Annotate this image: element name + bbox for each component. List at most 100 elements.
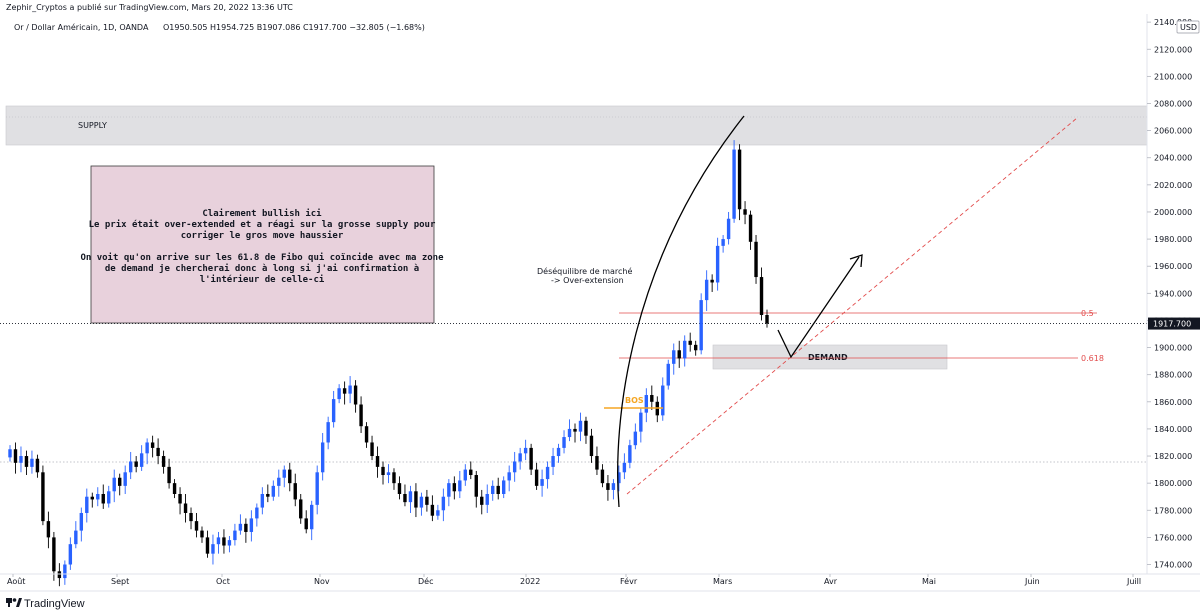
candle-bullish [556,447,561,457]
candle-bearish [156,447,160,457]
trend-line[interactable] [626,117,1078,495]
time-tick-label: Févr [620,576,638,586]
candle-bearish [529,447,533,470]
price-tick-label: 1880.000 [1154,371,1192,380]
candle-bullish [419,496,424,508]
analysis-note[interactable] [90,165,435,324]
candle-bullish [216,537,221,545]
candle-bearish [353,385,358,405]
candle-bullish [271,485,276,497]
candle-bearish [595,456,599,470]
candle-bearish [150,442,155,448]
candle-bearish [584,420,588,436]
candle-bearish [57,571,62,579]
candle-bearish [474,475,478,497]
candle-bearish [375,456,380,467]
candle-bullish [518,453,522,462]
candle-bullish [644,395,649,413]
fib-0.618-label: 0.618 [1081,354,1104,363]
candle-bullish [348,385,352,394]
candle-bearish [299,499,303,519]
candle-bearish [52,537,56,572]
candle-bullish [123,472,127,486]
time-tick-label: 2022 [520,577,540,586]
candle-bullish [507,472,511,481]
analysis-note-line: l'intérieur de celle-ci [200,274,325,285]
currency-label: USD [1180,23,1197,32]
candle-bearish [710,279,714,283]
demand-zone[interactable] [712,344,948,370]
projection-arrow[interactable] [777,256,860,359]
time-tick-label: Avr [824,577,838,586]
candle-bullish [107,491,111,504]
candle-bullish [666,363,670,386]
price-tick-label: 1740.000 [1154,561,1192,570]
candle-bearish [13,449,18,463]
candle-bearish [600,469,605,484]
candle-bullish [85,496,89,513]
candle-bearish [589,435,594,457]
price-axis[interactable]: 1740.000 1760.000 1780.000 1800.000 1820.000… [1147,18,1192,570]
imbalance-curve[interactable] [617,115,745,508]
candle-bullish [211,544,215,554]
candle-bearish [266,494,270,497]
time-tick-label: Mars [713,577,732,586]
candle-bullish [320,442,325,473]
candle-bullish [501,480,506,494]
candle-bullish [30,458,34,467]
candle-bearish [759,277,764,316]
candle-bearish [222,537,226,546]
candle-bullish [491,485,495,494]
candle-bearish [381,466,385,476]
time-tick-label: Août [7,577,25,586]
candle-bearish [469,469,473,476]
candle-bearish [650,395,654,402]
candle-bullish [540,479,544,486]
candle-bullish [441,496,446,511]
currency-badge[interactable] [1176,20,1200,34]
price-tick-label: 1940.000 [1154,289,1192,298]
price-tick-label: 1840.000 [1154,425,1192,434]
last-price-tag [1148,317,1200,330]
time-tick-label: Sept [111,577,129,586]
candle-bullish [611,483,616,490]
candle-bullish [315,472,319,505]
candle-bearish [748,214,753,242]
supply-zone[interactable] [5,105,1148,146]
candle-bullish [578,420,583,432]
candle-bearish [46,521,51,538]
last-price-tag-text: 1917.700 [1153,320,1191,329]
imbalance-label-line2: -> Over-extension [551,276,624,285]
candle-bearish [172,483,177,494]
price-tick-label: 1820.000 [1154,452,1192,461]
candle-bullish [326,422,330,443]
price-tick-label: 2100.000 [1154,72,1192,81]
candle-bullish [96,494,100,500]
analysis-note-line: Clairement bullish ici [202,208,322,219]
candle-bearish [573,428,577,432]
candle-bearish [496,485,500,494]
candle-bearish [452,483,457,492]
candle-bearish [754,241,758,278]
candle-bearish [765,315,769,324]
candle-bearish [189,512,193,522]
candle-bearish [41,472,45,522]
candle-bullish [79,512,84,531]
time-tick-label: Mai [922,577,936,586]
candle-bearish [200,530,204,538]
candle-bearish [403,494,407,503]
candle-bearish [24,456,29,467]
candle-bearish [101,494,105,504]
candle-bullish [633,431,638,446]
candle-bullish [458,480,462,492]
analysis-note-line: corriger le gros move haussier [181,230,344,241]
time-axis[interactable]: Août Sept Oct Nov Déc 2022 Févr Mars Avr Mai Juin J… [7,574,1141,586]
candle-bullish [310,504,314,530]
candle-bullish [337,388,341,400]
tradingview-logo-icon [6,598,22,607]
candle-bullish [255,507,259,519]
candle-bearish [342,388,347,394]
candle-bearish [183,503,188,513]
